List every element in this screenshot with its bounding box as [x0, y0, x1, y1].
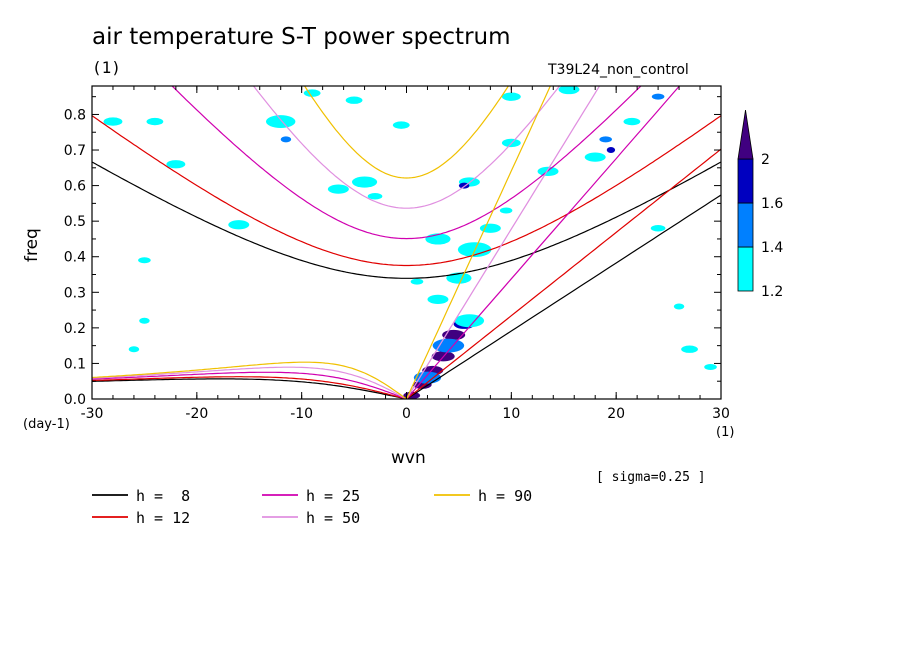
contour-blob: [446, 272, 472, 284]
legend-label: h = 25: [306, 487, 360, 505]
contour-blob: [651, 93, 665, 100]
kelvin-wave-line: [405, 86, 552, 399]
kelvin-wave-line: [406, 148, 721, 399]
rossby-wave-line: [92, 366, 407, 399]
contour-blob: [228, 220, 250, 230]
gravity-wave-line: [171, 86, 642, 240]
sigma-annotation: [ sigma=0.25 ]: [596, 470, 706, 485]
contour-blob: [650, 225, 666, 232]
rossby-wave-line: [92, 361, 407, 399]
colorbar-swatch: [737, 158, 754, 204]
contour-blob: [392, 121, 410, 129]
x-axis-label: wvn: [391, 448, 426, 468]
axis-ticks: -30 -20 -10 0 10 20 30 0.0 0.1 0.2 0.3 0.4 0.5 0.6 0.7…: [64, 86, 730, 422]
legend-label: h = 50: [306, 509, 360, 527]
contour-blob: [367, 193, 383, 200]
legend: h = 8 h = 12 h = 25 h = 50 h = 90: [92, 487, 532, 527]
y-tick-label: 0.4: [64, 250, 86, 266]
colorbar: 1.2 1.4 1.6 2: [737, 109, 783, 300]
y-tick-label: 0.3: [64, 285, 86, 301]
legend-label: h = 90: [478, 487, 532, 505]
gravity-wave-line: [92, 161, 721, 279]
y-unit-label: (day-1): [23, 417, 70, 432]
y-tick-label: 0.6: [64, 179, 86, 195]
colorbar-label: 1.2: [761, 284, 783, 300]
kelvin-wave-line: [406, 194, 721, 399]
y-tick-label: 0.1: [64, 356, 86, 372]
dispersion-curves: [92, 86, 721, 399]
x-tick-label: -30: [81, 406, 104, 422]
gravity-wave-line: [252, 86, 561, 209]
rossby-wave-line: [92, 378, 407, 399]
rossby-wave-line: [92, 371, 407, 399]
colorbar-label: 1.6: [761, 196, 783, 212]
contour-blob: [138, 257, 151, 264]
contour-blob: [266, 115, 296, 129]
y-tick-label: 0.0: [64, 392, 86, 408]
contour-blob: [327, 184, 349, 194]
contour-blob: [479, 223, 501, 233]
colorbar-arrow: [737, 109, 754, 160]
x-tick-label: 30: [712, 406, 730, 422]
contour-blob: [501, 92, 521, 101]
y-tick-label: 0.7: [64, 143, 86, 159]
units-label: (1): [92, 58, 121, 77]
gravity-wave-line: [303, 86, 510, 179]
x-tick-label: 20: [607, 406, 625, 422]
legend-label: h = 12: [136, 509, 190, 527]
contour-blob: [673, 303, 685, 310]
contour-blob: [704, 363, 717, 370]
colorbar-label: 1.4: [761, 240, 783, 256]
contour-layer: [103, 86, 717, 399]
contour-blob: [103, 117, 123, 126]
y-tick-label: 0.5: [64, 214, 86, 230]
contour-blob: [499, 207, 513, 214]
x-tick-label: -20: [185, 406, 208, 422]
contour-blob: [351, 176, 378, 188]
rossby-wave-line: [92, 376, 407, 399]
kelvin-wave-line: [406, 86, 681, 399]
colorbar-label: 2: [761, 152, 770, 168]
contour-blob: [139, 317, 150, 324]
y-tick-label: 0.8: [64, 107, 86, 123]
gravity-wave-line: [92, 115, 721, 267]
contour-blob: [606, 147, 616, 154]
contour-blob: [345, 96, 363, 104]
contour-blob: [681, 345, 698, 353]
x-tick-label: 0: [402, 406, 411, 422]
contour-blob: [584, 152, 606, 162]
x-tick-label: 10: [502, 406, 520, 422]
contour-blob: [128, 346, 140, 353]
experiment-name: T39L24_non_control: [548, 62, 689, 78]
contour-blob: [427, 294, 449, 305]
legend-label: h = 8: [136, 487, 190, 505]
chart-title: air temperature S-T power spectrum: [92, 24, 511, 50]
x-tick-label: -10: [290, 406, 313, 422]
plot-frame: [91, 85, 722, 400]
contour-blob: [280, 136, 292, 143]
contour-blob: [410, 278, 424, 285]
colorbar-swatch: [737, 246, 754, 292]
contour-blob: [454, 314, 485, 328]
contour-blob: [146, 117, 164, 126]
contour-blob: [599, 136, 612, 143]
contour-blob: [166, 160, 186, 169]
y-tick-label: 0.2: [64, 321, 86, 337]
contour-blob: [303, 89, 321, 97]
contour-blob: [623, 117, 641, 126]
x-unit-label: (1): [716, 425, 735, 440]
kelvin-wave-line: [405, 86, 601, 399]
colorbar-swatch: [737, 202, 754, 248]
